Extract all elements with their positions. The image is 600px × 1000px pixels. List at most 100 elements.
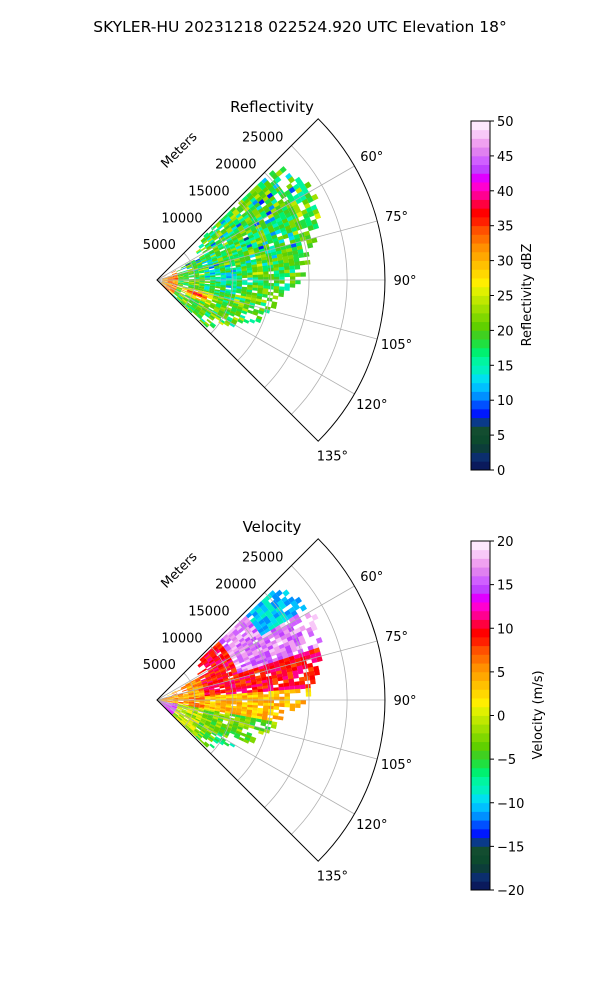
field-cell [183, 717, 189, 722]
field-cell [208, 293, 214, 297]
field-cell [166, 704, 172, 707]
field-cell [211, 243, 217, 249]
field-cell [249, 213, 256, 220]
field-cell [268, 615, 276, 623]
field-cell [244, 636, 251, 643]
azimuth-line [156, 699, 355, 815]
field-cell [216, 721, 223, 725]
field-cell [196, 306, 202, 311]
colorbar-swatch [471, 846, 490, 856]
field-cell [255, 318, 262, 324]
field-cell [274, 696, 280, 701]
field-cell [219, 667, 226, 673]
field-cell [254, 622, 261, 629]
field-cell [199, 276, 205, 278]
field-cell [209, 231, 215, 237]
field-cell [232, 658, 239, 664]
field-cell [217, 258, 224, 263]
field-cell [227, 659, 233, 664]
field-cell [194, 275, 200, 278]
field-cell [296, 224, 303, 231]
field-cell [187, 688, 193, 691]
field-cell [261, 658, 268, 664]
field-cell [256, 196, 263, 203]
field-cell [203, 252, 210, 256]
field-cell [243, 224, 250, 230]
field-cell [203, 268, 210, 272]
field-cell [253, 231, 260, 238]
field-cell [279, 690, 285, 694]
field-cell [290, 276, 296, 281]
field-cell [184, 716, 190, 720]
field-cell [208, 669, 214, 674]
field-cell [217, 719, 223, 724]
field-cell [167, 698, 173, 700]
field-cell [172, 696, 178, 698]
field-cell [209, 273, 216, 276]
field-cell [196, 681, 202, 685]
field-cell [274, 596, 282, 604]
field-cell [238, 254, 245, 259]
field-cell [194, 258, 201, 262]
field-cell [211, 663, 217, 669]
field-cell [204, 706, 210, 709]
field-cell [271, 189, 278, 196]
field-cell [225, 692, 232, 695]
field-cell [165, 705, 171, 710]
field-cell [165, 285, 171, 290]
field-cell [238, 238, 245, 244]
field-cell [247, 704, 253, 708]
reflectivity-angle-ticks: 60°75°90°105°120°135° [317, 150, 417, 464]
field-cell [210, 281, 216, 284]
field-cell [200, 678, 207, 682]
field-cell [251, 191, 259, 198]
field-cell [218, 309, 225, 314]
field-cell [203, 687, 210, 691]
field-cell [171, 285, 178, 288]
field-cell [215, 286, 221, 289]
field-cell [232, 238, 239, 244]
field-cell [165, 705, 171, 709]
field-cell [274, 276, 280, 281]
field-cell [237, 207, 245, 214]
field-cell [289, 685, 295, 690]
field-cell [240, 663, 247, 668]
field-cell [211, 255, 217, 260]
field-cell [164, 286, 170, 291]
field-cell [263, 700, 269, 704]
field-cell [294, 681, 300, 686]
field-cell [214, 250, 221, 255]
field-cell [216, 675, 223, 679]
field-cell [186, 265, 192, 269]
field-cell [244, 646, 251, 653]
field-cell [167, 698, 173, 700]
field-cell [192, 303, 198, 308]
field-cell [188, 282, 195, 284]
field-cell [239, 314, 246, 320]
field-cell [268, 606, 276, 613]
field-cell [214, 290, 220, 294]
field-cell [266, 183, 274, 190]
field-cell [213, 292, 220, 296]
field-cell [238, 637, 245, 643]
field-cell [287, 674, 294, 680]
field-cell [176, 297, 181, 303]
field-cell [197, 265, 203, 269]
field-cell [311, 237, 318, 244]
field-cell [185, 294, 191, 298]
colorbar-swatch [471, 365, 490, 375]
field-cell [172, 695, 178, 697]
field-cell [206, 259, 213, 263]
colorbar-swatch [471, 443, 490, 453]
field-cell [251, 264, 258, 268]
field-cell [178, 714, 184, 719]
field-cell [246, 620, 253, 627]
field-cell [291, 646, 298, 653]
field-cell [241, 212, 248, 218]
field-cell [212, 716, 219, 720]
field-cell [231, 236, 238, 242]
field-cell [300, 700, 306, 705]
field-cell [284, 189, 292, 197]
